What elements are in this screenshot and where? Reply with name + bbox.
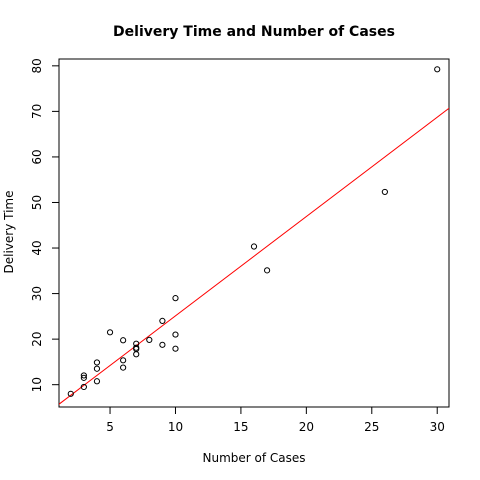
y-tick-label: 50 [30,195,44,210]
data-point [80,372,87,379]
data-point [146,336,153,344]
x-tick-label: 10 [168,420,183,434]
regression-line [59,107,449,405]
y-tick-label: 60 [30,149,44,164]
plot-frame [58,58,450,408]
data-point [172,345,179,352]
y-tick-label: 40 [30,240,44,255]
x-tick-label: 20 [299,420,314,434]
data-point [93,378,101,385]
data-point [133,351,140,358]
y-tick-label: 10 [30,377,44,392]
data-point [434,66,441,73]
data-point [80,383,87,391]
x-tick-label: 25 [364,420,379,434]
data-point [93,359,101,366]
x-axis-label: Number of Cases [202,451,305,465]
data-point [250,243,258,250]
data-point [120,364,127,371]
x-tick-label: 5 [106,420,114,434]
x-tick-label: 15 [233,420,248,434]
data-point [133,340,140,347]
y-tick-label: 30 [30,286,44,301]
data-point [381,188,388,196]
data-point [106,329,114,336]
y-tick-label: 70 [30,104,44,119]
data-point [120,337,127,344]
data-point [159,317,166,325]
y-tick-label: 80 [30,58,44,73]
y-axis-label: Delivery Time [2,191,16,274]
data-point [120,357,127,364]
data-point [263,267,271,274]
x-tick-label: 30 [430,420,445,434]
chart-title: Delivery Time and Number of Cases [113,24,395,40]
data-point [67,390,74,397]
y-tick-label: 20 [30,331,44,346]
data-point [159,341,166,348]
data-point [80,374,87,381]
data-point [93,365,101,372]
plot-area: 5 10 15 20 25 30 10 20 30 40 50 60 70 80 [30,58,450,434]
data-point [172,331,179,338]
data-point [172,295,179,302]
